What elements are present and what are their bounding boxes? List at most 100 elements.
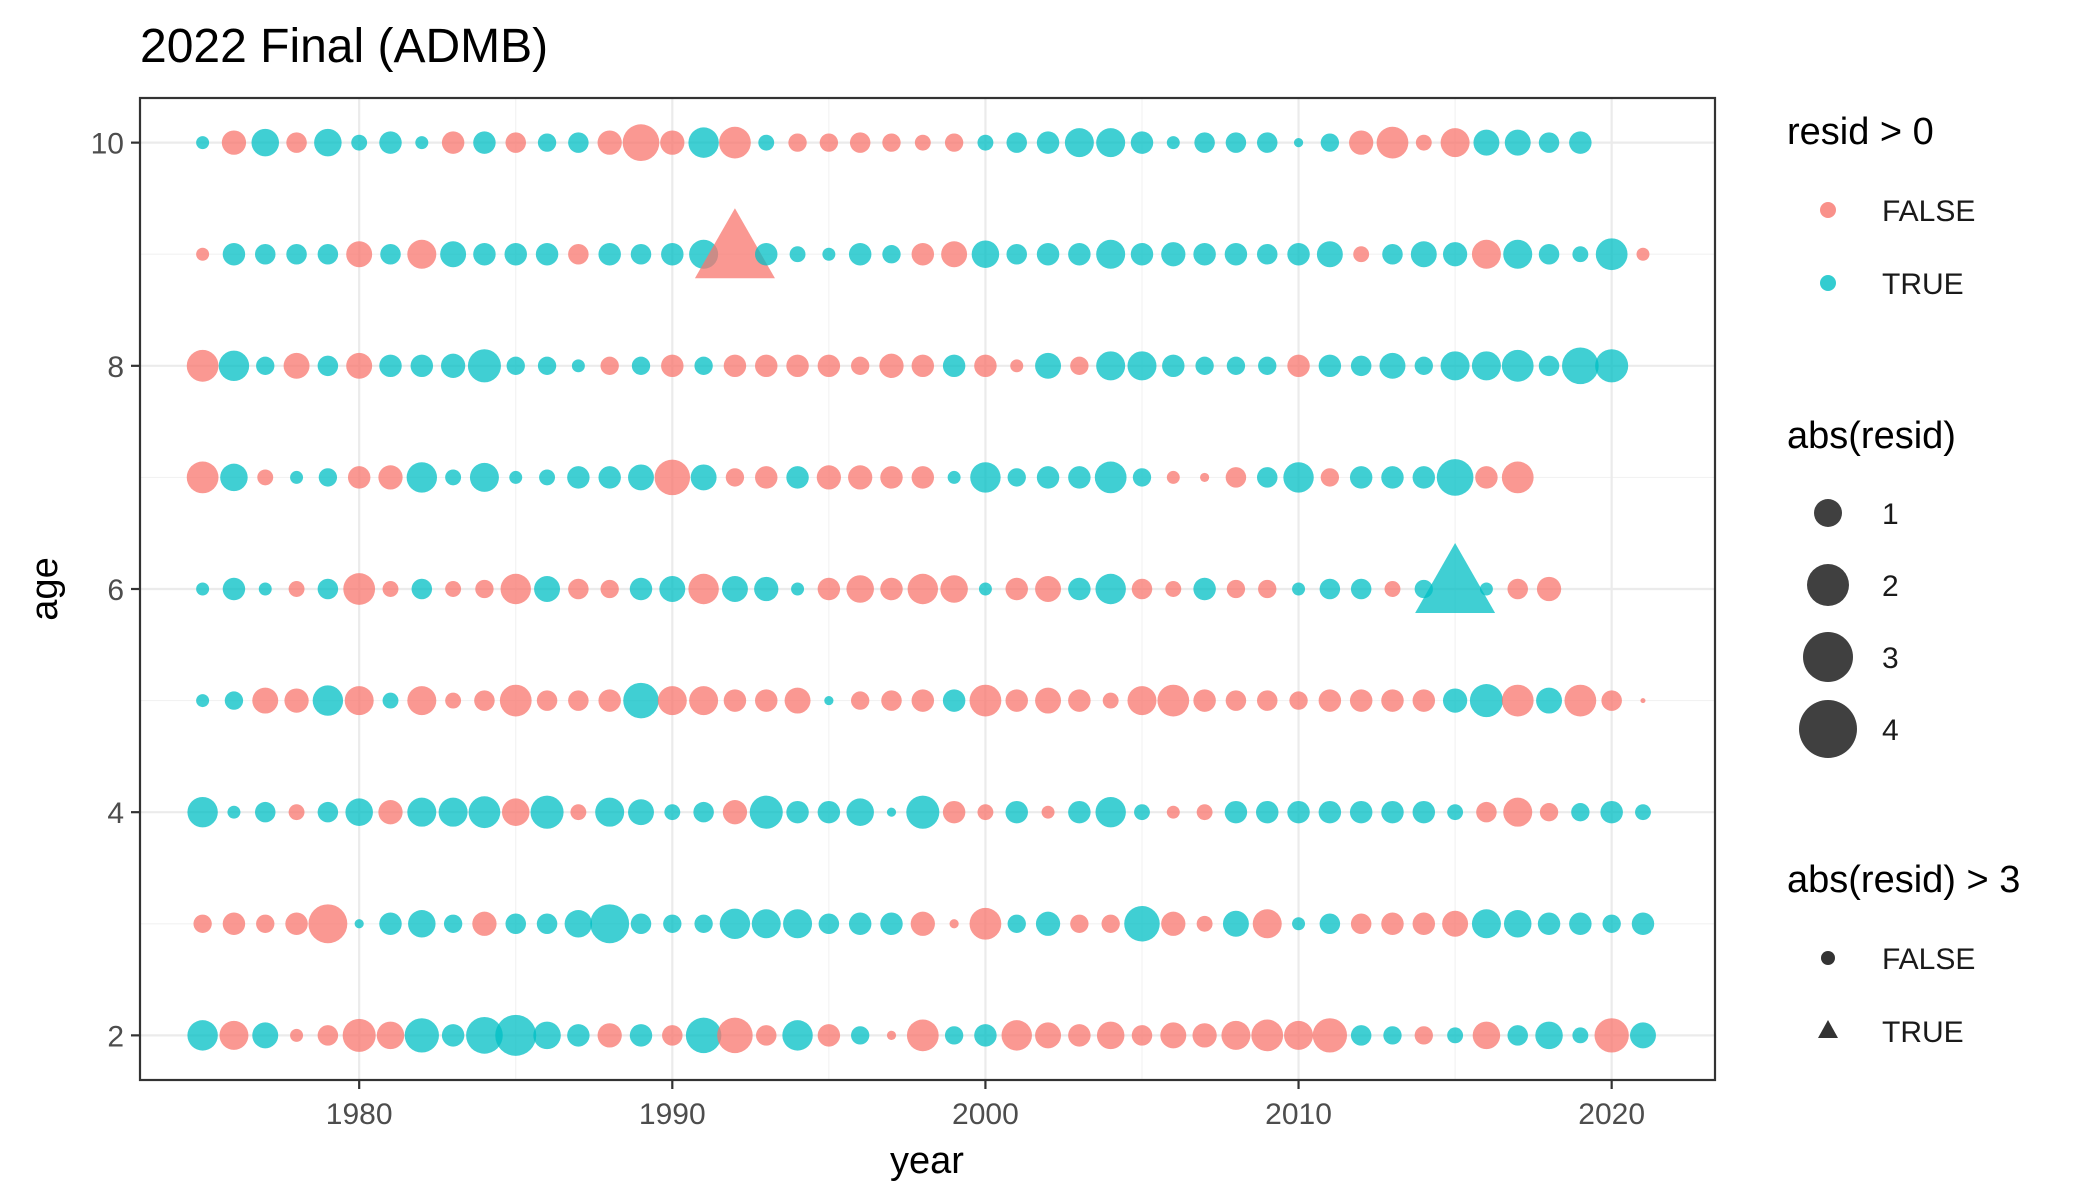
residual-point bbox=[196, 247, 210, 261]
residual-point bbox=[1630, 1022, 1656, 1049]
residual-point bbox=[285, 912, 308, 936]
residual-point bbox=[1350, 913, 1372, 935]
residual-point bbox=[1601, 690, 1622, 711]
residual-point bbox=[1476, 801, 1497, 823]
residual-point bbox=[1161, 911, 1186, 936]
residual-point bbox=[220, 463, 248, 492]
residual-point bbox=[1349, 689, 1373, 712]
residual-point bbox=[1292, 582, 1306, 596]
residual-point bbox=[786, 466, 809, 489]
residual-point bbox=[949, 919, 959, 929]
residual-point bbox=[1507, 1025, 1528, 1046]
residual-point bbox=[970, 462, 1001, 493]
residual-point bbox=[533, 1021, 561, 1050]
residual-point bbox=[882, 133, 901, 152]
residual-point bbox=[597, 1023, 622, 1048]
residual-point bbox=[258, 582, 272, 596]
residual-point bbox=[474, 690, 495, 711]
legend-size-4-label: 4 bbox=[1882, 714, 1899, 747]
residual-point bbox=[1005, 800, 1028, 824]
residual-point bbox=[755, 242, 778, 266]
residual-point bbox=[1440, 128, 1470, 158]
residual-point bbox=[689, 686, 719, 716]
residual-point bbox=[568, 132, 589, 153]
residual-point bbox=[1412, 466, 1436, 489]
residual-point bbox=[944, 133, 964, 152]
residual-point bbox=[1101, 914, 1120, 933]
residual-point bbox=[940, 575, 968, 603]
residual-point bbox=[505, 132, 526, 153]
residual-point bbox=[846, 798, 874, 826]
residual-point bbox=[382, 692, 399, 709]
residual-point bbox=[851, 1026, 870, 1045]
residual-point bbox=[1130, 131, 1154, 154]
residual-point bbox=[755, 466, 778, 489]
residual-point bbox=[475, 579, 494, 599]
residual-point bbox=[631, 356, 651, 375]
x-axis: 1980 1990 2000 2010 2020 bbox=[326, 1080, 1645, 1131]
residual-point bbox=[1193, 577, 1216, 601]
residual-point bbox=[822, 247, 836, 261]
residual-point bbox=[719, 908, 751, 939]
residual-point bbox=[1312, 1018, 1348, 1053]
residual-point bbox=[380, 243, 401, 265]
residual-point bbox=[1251, 1019, 1284, 1052]
residual-point bbox=[907, 573, 939, 605]
legend-size-1-swatch bbox=[1814, 499, 1842, 527]
residual-point bbox=[1258, 356, 1277, 375]
residual-point bbox=[1068, 689, 1091, 712]
residual-point bbox=[977, 134, 994, 151]
residual-point bbox=[1127, 686, 1157, 716]
residual-point bbox=[256, 356, 275, 375]
legend-shape-false-swatch bbox=[1821, 951, 1835, 965]
legend-shape-true-label: TRUE bbox=[1882, 1016, 1964, 1049]
residual-point bbox=[254, 801, 276, 823]
residual-point bbox=[1503, 797, 1533, 827]
residual-point bbox=[219, 1020, 249, 1050]
legend-sign-title: resid > 0 bbox=[1787, 111, 1934, 153]
residual-point bbox=[187, 796, 218, 828]
residual-point bbox=[1001, 1020, 1032, 1051]
residual-point bbox=[911, 466, 935, 489]
residual-point bbox=[1504, 129, 1531, 156]
residual-point bbox=[755, 354, 778, 378]
legend-shape-false-label: FALSE bbox=[1882, 943, 1975, 976]
residual-point bbox=[441, 1024, 465, 1047]
residual-point bbox=[1005, 577, 1028, 601]
residual-point bbox=[1157, 684, 1190, 717]
residual-point bbox=[694, 914, 713, 933]
residual-point bbox=[1350, 578, 1372, 600]
plot-panel bbox=[138, 96, 1717, 1082]
residual-point bbox=[382, 581, 399, 597]
residual-point bbox=[568, 578, 589, 600]
residual-point bbox=[1640, 698, 1646, 704]
residual-point bbox=[623, 682, 659, 719]
residual-point bbox=[1479, 582, 1493, 596]
residual-point bbox=[1536, 576, 1562, 602]
residual-point bbox=[318, 468, 338, 487]
residual-point bbox=[571, 359, 585, 373]
residual-point bbox=[1226, 356, 1246, 375]
residual-point bbox=[1194, 132, 1215, 153]
residual-point bbox=[1440, 351, 1470, 381]
x-tick-label: 2020 bbox=[1578, 1098, 1645, 1131]
residual-point bbox=[539, 469, 555, 486]
residual-point bbox=[345, 798, 373, 826]
residual-point bbox=[1600, 800, 1623, 824]
residual-point bbox=[1196, 915, 1213, 932]
residual-point bbox=[346, 241, 373, 268]
residual-point bbox=[290, 470, 304, 484]
legend-sign-true-label: TRUE bbox=[1882, 268, 1964, 301]
residual-point bbox=[1035, 911, 1061, 936]
residual-point bbox=[1226, 579, 1246, 599]
residual-point bbox=[286, 132, 307, 153]
residual-point bbox=[1507, 578, 1528, 600]
residual-point bbox=[1070, 914, 1089, 933]
residual-point bbox=[344, 686, 374, 716]
residual-point bbox=[906, 795, 940, 829]
residual-point bbox=[354, 919, 364, 929]
residual-point bbox=[445, 692, 462, 709]
residual-point bbox=[410, 354, 434, 378]
residual-point bbox=[597, 130, 622, 155]
residual-point bbox=[1064, 128, 1094, 158]
